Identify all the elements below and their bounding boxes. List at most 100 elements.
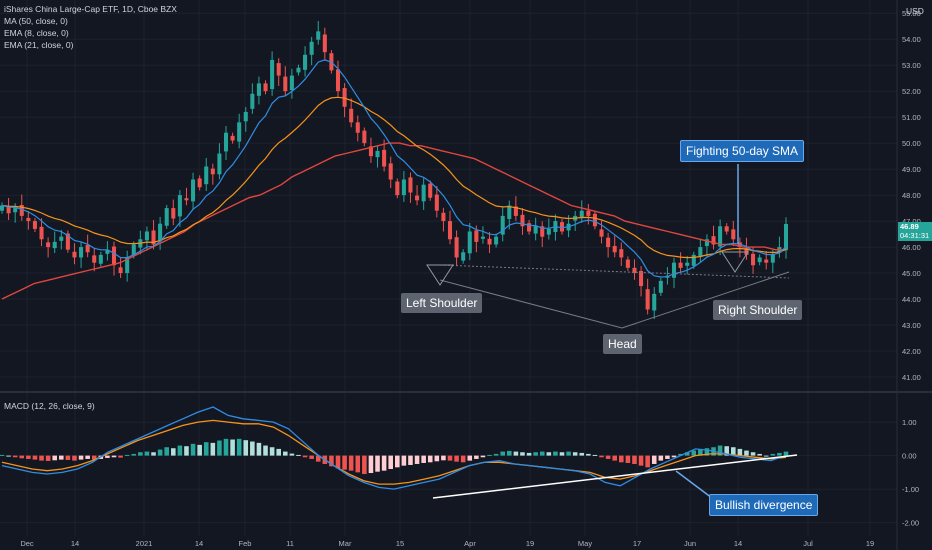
candle <box>85 234 90 258</box>
macd-histogram-bar <box>553 451 558 456</box>
symbol-title[interactable]: iShares China Large-Cap ETF, 1D, Cboe BZ… <box>4 4 177 14</box>
candle-body <box>342 88 347 107</box>
macd-histogram-bar <box>619 455 624 463</box>
macd-histogram-bar <box>526 452 532 456</box>
candle <box>39 218 44 247</box>
macd-histogram-bar <box>52 455 57 461</box>
macd-histogram-bar <box>651 455 657 464</box>
macd-histogram-bar <box>414 455 420 464</box>
macd-histogram-bar <box>131 453 137 456</box>
candle <box>118 256 123 278</box>
macd-histogram-bar <box>177 445 183 456</box>
price-tick-label: 43.00 <box>902 321 921 330</box>
macd-histogram-bar <box>665 455 670 459</box>
macd-histogram-bar <box>184 446 189 456</box>
price-tick-label: 45.00 <box>902 269 921 278</box>
candle <box>461 249 466 264</box>
macd-histogram-bar <box>230 439 235 456</box>
macd-histogram-bar <box>78 455 84 460</box>
candle-body <box>737 242 742 248</box>
macd-histogram-bar <box>533 452 538 456</box>
candle-body <box>480 236 485 239</box>
macd-histogram-bar <box>335 455 341 469</box>
price-tick-label: 46.00 <box>902 243 921 252</box>
left-shoulder-label[interactable]: Left Shoulder <box>401 293 483 313</box>
candle-body <box>540 226 545 237</box>
candle-body <box>744 248 749 255</box>
bullish-divergence-callout[interactable]: Bullish divergence <box>709 494 819 516</box>
macd-histogram-bar <box>645 455 650 468</box>
candle-body <box>283 76 288 92</box>
candle-body <box>507 205 512 220</box>
macd-histogram-bar <box>65 455 71 460</box>
fighting-sma-callout[interactable]: Fighting 50-day SMA <box>680 140 805 162</box>
head-label[interactable]: Head <box>603 334 642 354</box>
price-tick-label: 51.00 <box>902 113 921 122</box>
indicator-ma50-label[interactable]: MA (50, close, 0) <box>4 16 68 26</box>
indicator-ema21-label[interactable]: EMA (21, close, 0) <box>4 40 74 50</box>
macd-histogram-bar <box>770 453 776 456</box>
candle-body <box>678 262 683 268</box>
candle-body <box>243 111 248 122</box>
candle-body <box>118 267 123 274</box>
macd-histogram-bar <box>691 450 697 456</box>
macd-histogram-bar <box>658 455 664 461</box>
macd-histogram-bar <box>256 442 262 456</box>
candle-body <box>474 230 479 242</box>
macd-histogram-bar <box>434 455 440 462</box>
macd-axis: 1.00 0.00 -1.00 -2.00 <box>902 418 919 527</box>
candle-body <box>382 149 387 167</box>
candle-body <box>494 236 499 245</box>
price-axis: 41.00 42.00 43.00 44.00 45.00 46.00 47.00 48.00… <box>902 9 921 382</box>
candle-body <box>92 255 97 263</box>
macd-histogram <box>0 438 789 475</box>
candle <box>276 58 281 86</box>
candle-body <box>322 34 327 53</box>
candle-body <box>533 226 538 234</box>
candle <box>237 113 242 149</box>
candle <box>223 125 229 161</box>
right-shoulder-label[interactable]: Right Shoulder <box>713 300 803 320</box>
candle-body <box>691 254 696 266</box>
macd-histogram-bar <box>559 452 565 456</box>
macd-histogram-bar <box>777 452 782 456</box>
macd-histogram-bar <box>26 455 31 459</box>
macd-histogram-bar <box>329 455 334 467</box>
macd-histogram-bar <box>678 453 683 456</box>
candle <box>645 278 650 315</box>
candle <box>289 68 294 99</box>
macd-histogram-bar <box>421 455 426 463</box>
macd-histogram-bar <box>276 448 281 456</box>
candle-body <box>303 54 308 70</box>
macd-histogram-bar <box>401 455 407 466</box>
candle-body <box>658 280 663 293</box>
macd-histogram-bar <box>427 455 433 463</box>
candle <box>32 217 37 233</box>
candle-body <box>421 184 426 202</box>
candle-body <box>270 59 275 90</box>
time-tick-label: 19 <box>866 539 874 548</box>
macd-indicator-label[interactable]: MACD (12, 26, close, 9) <box>4 401 95 411</box>
macd-histogram-bar <box>507 450 512 456</box>
candle <box>79 242 84 268</box>
candle <box>26 211 31 230</box>
candle-body <box>783 223 789 251</box>
time-axis: Dec 14 2021 14 Feb 11 Mar 15 Apr 19 May 17 Jun 14 Jul 1… <box>20 539 874 548</box>
candle-body <box>223 132 229 152</box>
time-tick-label: Jul <box>803 539 813 548</box>
candle-body <box>645 289 650 310</box>
candle-body <box>0 205 5 211</box>
divergence-trendline <box>432 454 798 499</box>
indicator-ema8-label[interactable]: EMA (8, close, 0) <box>4 28 69 38</box>
candle-body <box>144 231 149 241</box>
macd-histogram-bar <box>638 455 644 466</box>
macd-histogram-bar <box>59 455 64 460</box>
macd-histogram-bar <box>704 448 710 456</box>
macd-histogram-bar <box>151 452 156 456</box>
macd-histogram-bar <box>395 455 400 468</box>
candle-body <box>467 231 472 254</box>
candle-body <box>520 214 525 227</box>
candle <box>704 234 709 257</box>
time-tick-label: 19 <box>526 539 534 548</box>
